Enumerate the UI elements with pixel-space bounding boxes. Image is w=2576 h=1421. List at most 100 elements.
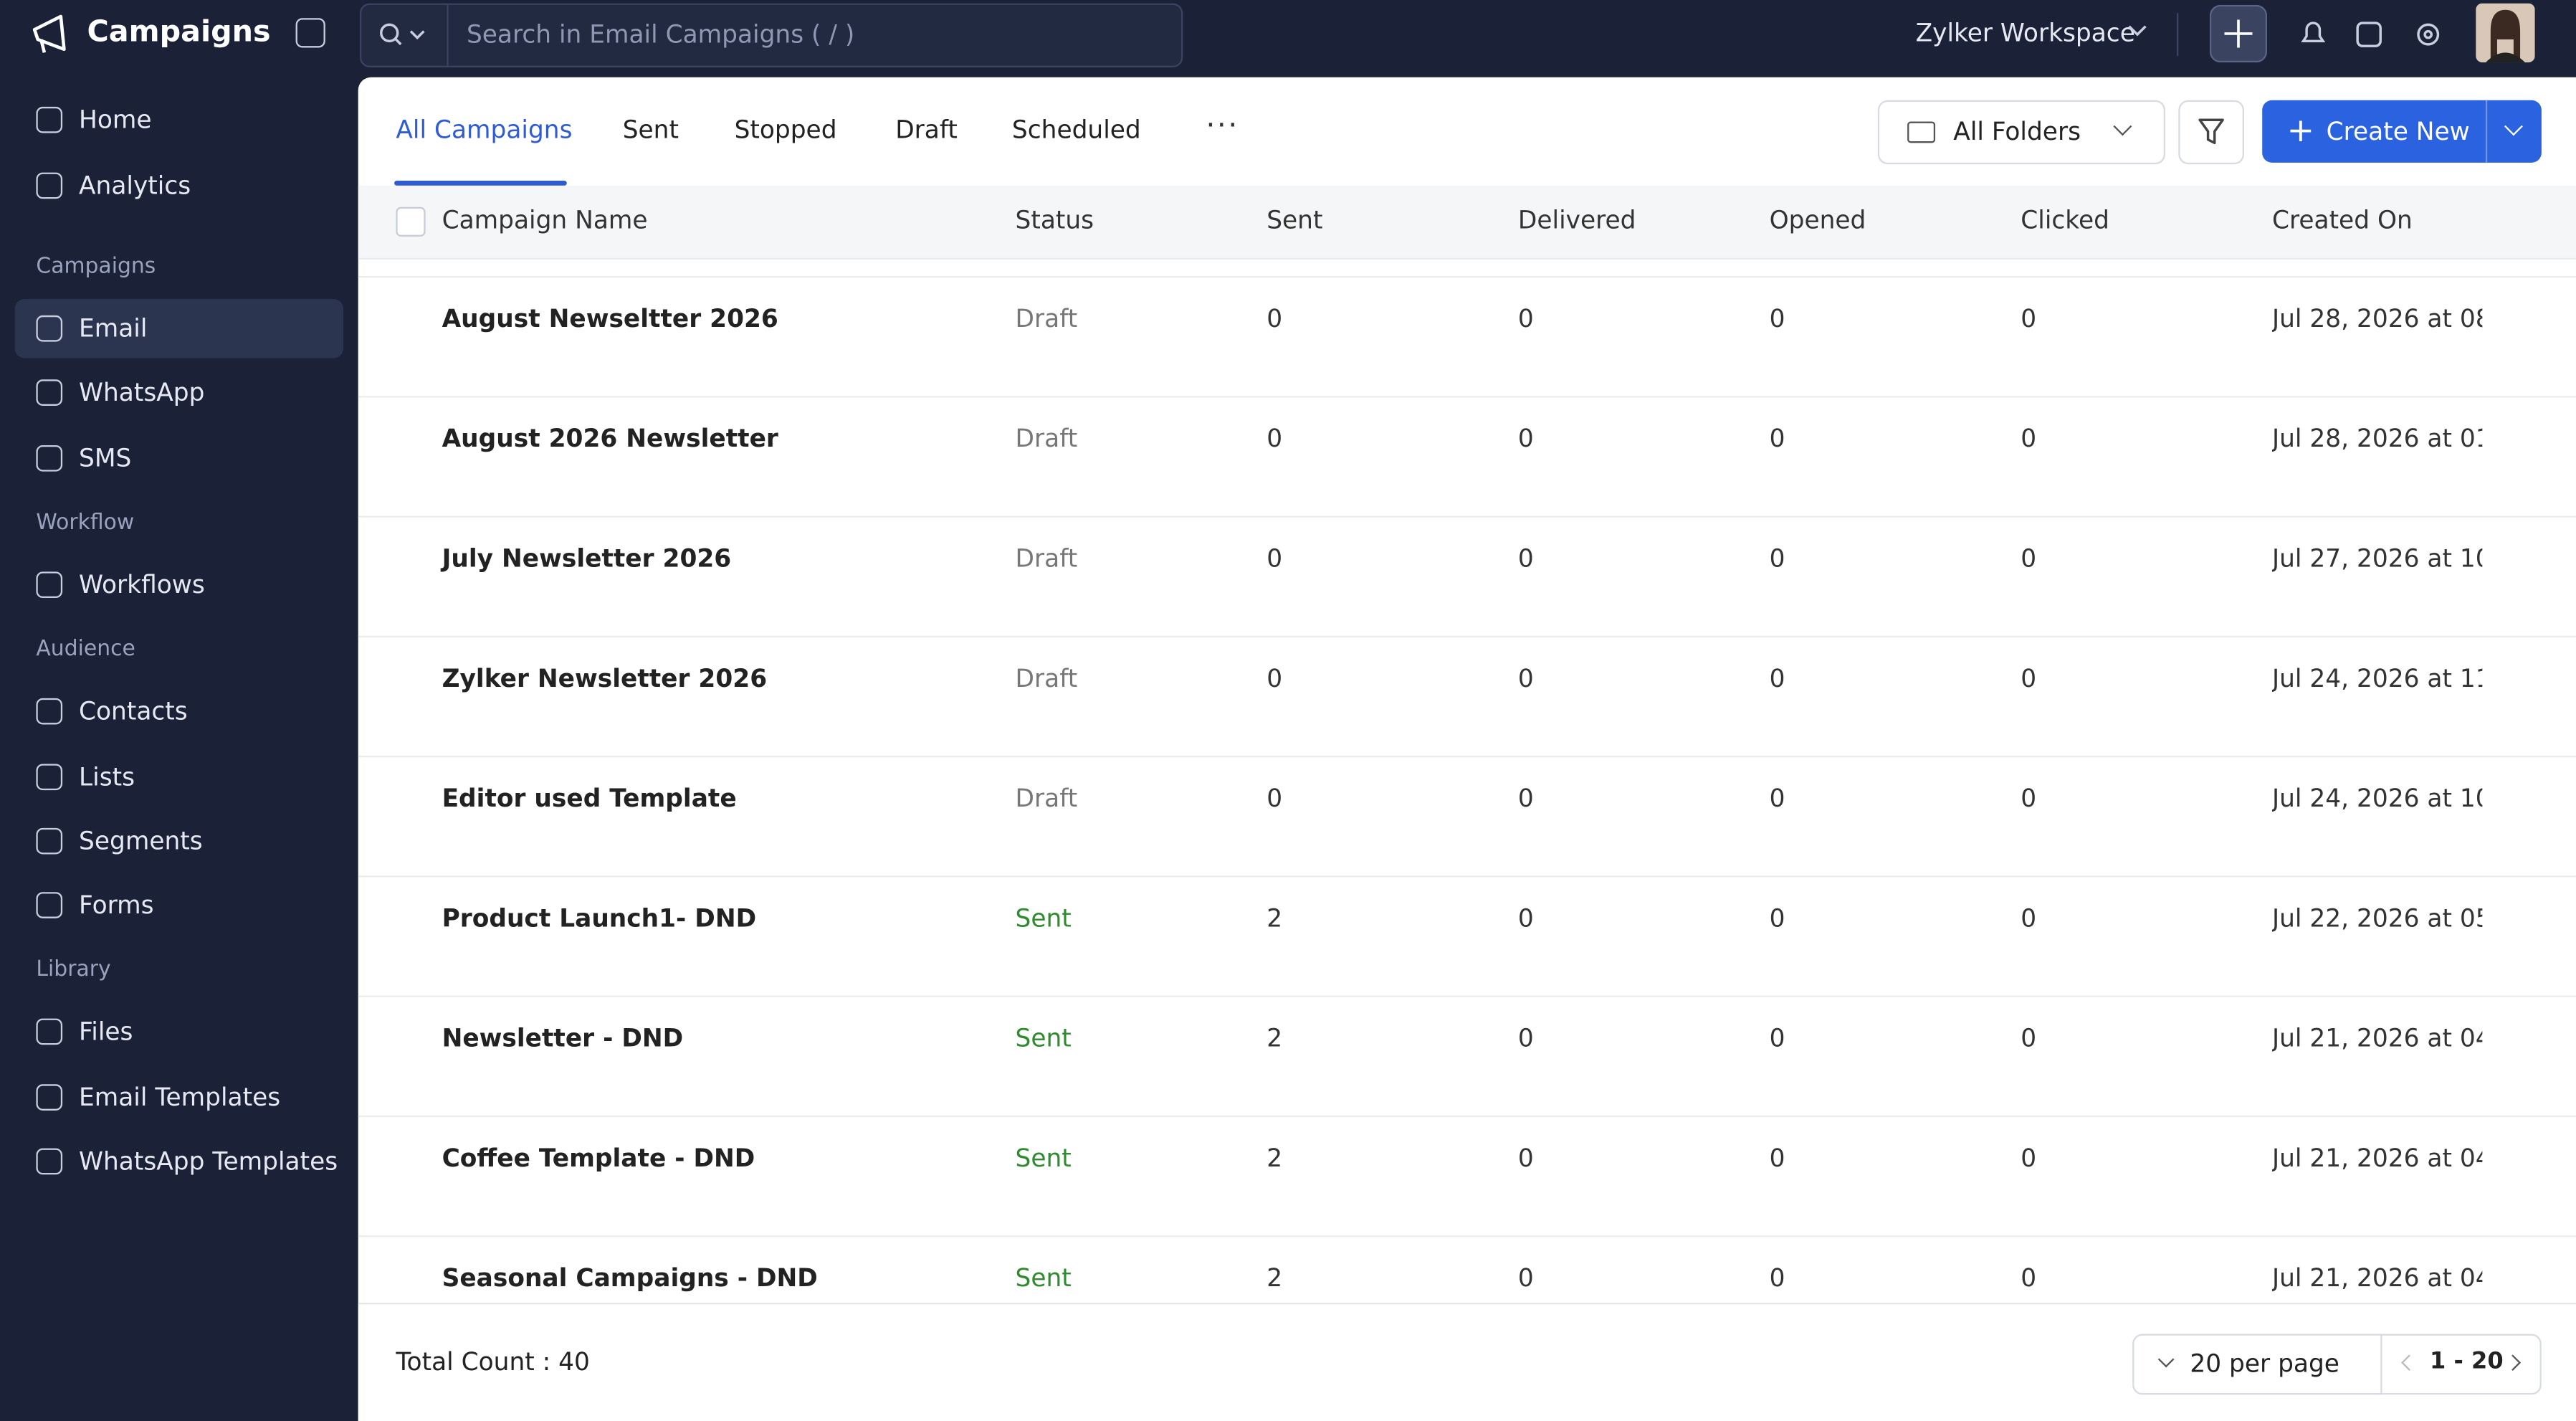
nav-icon bbox=[36, 1083, 63, 1111]
sidebar-toggle[interactable] bbox=[295, 18, 325, 48]
tab[interactable]: Sent bbox=[622, 115, 679, 145]
nav-icon bbox=[36, 827, 63, 855]
nav-label: Lists bbox=[79, 761, 135, 792]
campaign-name[interactable]: August Newseltter 2026 bbox=[442, 303, 778, 334]
folder-icon bbox=[1907, 121, 1936, 143]
tab[interactable]: Stopped bbox=[734, 115, 837, 145]
nav-item[interactable]: Email bbox=[14, 299, 344, 358]
table-cell: 0 bbox=[1517, 1143, 1534, 1174]
campaign-name[interactable]: Newsletter - DND bbox=[442, 1023, 684, 1053]
logo bbox=[32, 14, 66, 53]
table-cell: 2 bbox=[1266, 1143, 1283, 1174]
prev-page[interactable] bbox=[2401, 1354, 2418, 1371]
nav-item[interactable]: WhatsApp Templates bbox=[15, 1132, 343, 1191]
nav-item[interactable]: Home bbox=[15, 90, 343, 149]
table-cell: Sent bbox=[1015, 1263, 1072, 1293]
tab[interactable]: Scheduled bbox=[1011, 115, 1141, 145]
table-cell: 0 bbox=[2021, 783, 2037, 814]
pager: 1 - 20 bbox=[2380, 1334, 2542, 1395]
select-all[interactable] bbox=[396, 206, 426, 237]
table-cell: Jul 28, 2026 at 08: bbox=[2271, 303, 2483, 334]
nav-item[interactable]: Lists bbox=[15, 746, 343, 805]
nav-item[interactable]: WhatsApp bbox=[15, 363, 343, 422]
folder-label: All Folders bbox=[1953, 116, 2081, 146]
table-cell: 0 bbox=[2021, 903, 2037, 933]
table-cell: 2 bbox=[1266, 1023, 1283, 1053]
nav-item[interactable]: Workflows bbox=[15, 555, 343, 614]
nav-label: Analytics bbox=[79, 171, 191, 201]
table-cell: 2 bbox=[1266, 903, 1283, 933]
table-cell: Jul 21, 2026 at 04: bbox=[2271, 1143, 2483, 1174]
table-cell: 0 bbox=[1769, 543, 1785, 574]
table-cell: Draft bbox=[1015, 663, 1078, 693]
campaign-name[interactable]: August 2026 Newsletter bbox=[442, 424, 778, 454]
create-divider bbox=[2485, 100, 2488, 163]
main-panel: All Campaigns Sent Stopped Draft Scheduled ··… bbox=[358, 77, 2576, 1421]
campaign-name[interactable]: Coffee Template - DND bbox=[442, 1143, 755, 1174]
nav-icon bbox=[36, 315, 63, 342]
nav-icon bbox=[36, 1019, 63, 1046]
folder-select[interactable]: All Folders bbox=[1877, 100, 2165, 165]
nav-item[interactable]: Files bbox=[15, 1003, 343, 1062]
nav-label: Email bbox=[79, 313, 148, 343]
table-cell: 0 bbox=[1517, 1263, 1534, 1293]
search-box[interactable]: Search in Email Campaigns ( / ) bbox=[359, 3, 1183, 67]
tab[interactable]: All Campaigns bbox=[396, 115, 573, 145]
nav-icon bbox=[36, 1148, 63, 1175]
table-cell: 0 bbox=[1266, 424, 1283, 454]
table-cell: Jul 28, 2026 at 01: bbox=[2271, 424, 2483, 454]
tab[interactable]: Draft bbox=[895, 115, 958, 145]
avatar[interactable] bbox=[2476, 3, 2535, 63]
nav-item[interactable]: SMS bbox=[15, 428, 343, 487]
row-divider bbox=[358, 995, 2576, 997]
nav-section: Campaigns bbox=[36, 255, 156, 280]
campaign-name[interactable]: Seasonal Campaigns - DND bbox=[442, 1263, 818, 1293]
table-cell: Jul 22, 2026 at 05: bbox=[2271, 903, 2483, 933]
nav-icon bbox=[36, 106, 63, 133]
nav-section: Audience bbox=[36, 637, 135, 662]
table-cell: 0 bbox=[2021, 424, 2037, 454]
nav-item[interactable]: Segments bbox=[15, 811, 343, 870]
table-cell: Draft bbox=[1015, 303, 1078, 334]
table-cell: 0 bbox=[1266, 543, 1283, 574]
nav-item[interactable]: Analytics bbox=[15, 156, 343, 215]
campaign-name[interactable]: Zylker Newsletter 2026 bbox=[442, 663, 768, 693]
row-divider bbox=[358, 1235, 2576, 1237]
search-icon bbox=[380, 23, 425, 46]
nav-icon bbox=[36, 698, 63, 725]
nav-item[interactable]: Forms bbox=[15, 875, 343, 934]
nav-item[interactable]: Email Templates bbox=[15, 1068, 343, 1126]
campaign-name[interactable]: Product Launch1- DND bbox=[442, 903, 757, 933]
header-icons[interactable] bbox=[2296, 16, 2444, 52]
create-caret[interactable] bbox=[2504, 117, 2523, 136]
filter-button[interactable] bbox=[2178, 100, 2244, 165]
campaign-name[interactable]: July Newsletter 2026 bbox=[442, 543, 732, 574]
table-cell: Sent bbox=[1015, 1023, 1072, 1053]
table-cell: Draft bbox=[1015, 543, 1078, 574]
table-cell: 0 bbox=[2021, 663, 2037, 693]
nav-icon bbox=[36, 892, 63, 919]
nav-label: SMS bbox=[79, 442, 132, 472]
nav-label: Contacts bbox=[79, 696, 188, 727]
table-cell: 0 bbox=[1266, 783, 1283, 814]
more-tabs[interactable]: ··· bbox=[1206, 108, 1239, 143]
nav-label: Email Templates bbox=[79, 1082, 281, 1112]
workspace-caret bbox=[2128, 25, 2147, 37]
nav-icon bbox=[36, 763, 63, 789]
workspace[interactable]: Zylker Workspace bbox=[1915, 18, 2135, 48]
nav-section: Workflow bbox=[36, 510, 135, 536]
table-cell: 0 bbox=[2021, 1143, 2037, 1174]
table-cell: 0 bbox=[1517, 663, 1534, 693]
next-page[interactable] bbox=[2504, 1354, 2522, 1371]
table-cell: 0 bbox=[1266, 303, 1283, 334]
per-page[interactable]: 20 per page bbox=[2132, 1334, 2382, 1395]
nav-item[interactable]: Contacts bbox=[15, 682, 343, 741]
table-cell: Draft bbox=[1015, 424, 1078, 454]
create-button[interactable]: + Create New bbox=[2262, 100, 2542, 163]
nav-icon bbox=[36, 379, 63, 407]
campaign-name[interactable]: Editor used Template bbox=[442, 783, 737, 814]
add-button[interactable] bbox=[2209, 4, 2268, 63]
folder-caret bbox=[2113, 117, 2132, 136]
column-header: Delivered bbox=[1517, 205, 1636, 235]
